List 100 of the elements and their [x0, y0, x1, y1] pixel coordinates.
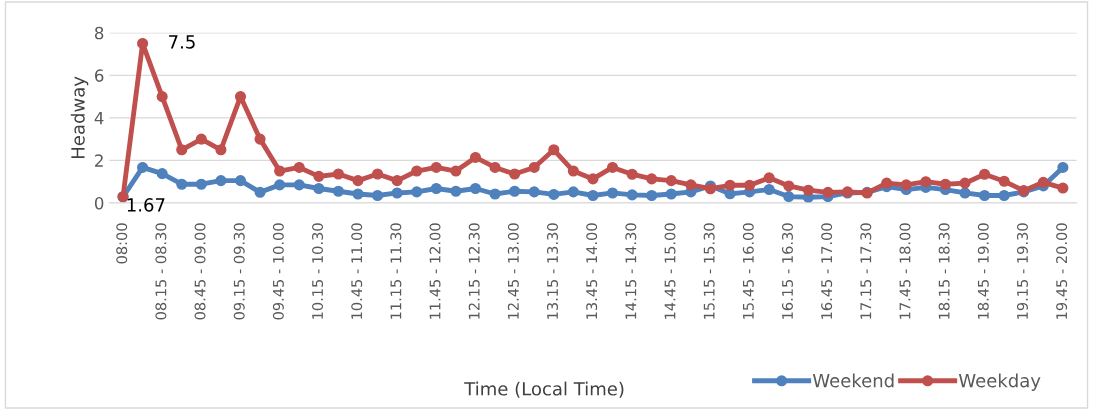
- x-tick-label: 16.45 - 17.00: [821, 223, 833, 319]
- point: [822, 186, 834, 198]
- point: [254, 186, 266, 198]
- point: [391, 175, 403, 187]
- x-tick-label: 18.15 - 18.30: [938, 223, 950, 319]
- point: [332, 168, 344, 180]
- x-tick-label: 16.15 - 16.30: [781, 223, 793, 319]
- point: [450, 185, 462, 197]
- point: [469, 151, 482, 163]
- x-tick-label: 08.45 - 09.00: [194, 223, 206, 320]
- x-tick-label: 12.45 - 13.00: [507, 223, 519, 319]
- point: [646, 189, 658, 202]
- point: [391, 187, 403, 199]
- point: [293, 179, 305, 191]
- y-tick-label: 8: [94, 26, 104, 40]
- point: [372, 189, 384, 202]
- point: [606, 187, 619, 199]
- point: [430, 161, 442, 173]
- legend-label: Weekday: [958, 373, 1041, 391]
- point: [509, 185, 521, 197]
- point: [215, 175, 227, 187]
- point: [489, 188, 501, 200]
- x-tick-label: 10.45 - 11.00: [351, 223, 363, 319]
- point: [411, 186, 423, 198]
- point: [665, 188, 677, 200]
- point: [215, 144, 227, 156]
- point: [313, 182, 325, 195]
- point: [469, 182, 482, 195]
- point: [313, 170, 325, 182]
- y-tick-label: 0: [94, 196, 104, 210]
- data-label: 7.5: [169, 35, 195, 49]
- x-tick-label: 09.15 - 09.30: [233, 223, 245, 320]
- point: [274, 165, 286, 177]
- x-tick-label: 19.45 - 20.00: [1056, 223, 1068, 319]
- point: [293, 161, 305, 173]
- x-tick-label: 15.15 - 15.30: [703, 223, 715, 319]
- point: [195, 133, 207, 145]
- point: [665, 175, 677, 187]
- point: [939, 178, 951, 190]
- point: [1037, 176, 1049, 188]
- point: [763, 183, 775, 196]
- point: [567, 186, 579, 198]
- point: [998, 175, 1010, 187]
- point: [274, 179, 286, 191]
- point: [176, 178, 188, 190]
- y-axis-title: Headway: [70, 76, 89, 158]
- point: [411, 165, 423, 177]
- point: [1057, 182, 1069, 194]
- annotation: 1.67: [127, 198, 165, 212]
- point: [430, 182, 442, 195]
- x-tick-label: 08.15 - 08.30: [155, 223, 167, 320]
- point: [528, 161, 540, 173]
- point: [959, 177, 971, 189]
- point: [626, 189, 638, 201]
- x-tick-label: 19.15 - 19.30: [1016, 223, 1028, 319]
- point: [254, 133, 266, 145]
- point: [881, 177, 893, 189]
- y-tick-label: 2: [95, 154, 103, 167]
- y-tick-label: 6: [95, 69, 104, 82]
- point: [548, 144, 560, 156]
- point: [176, 144, 188, 156]
- y-tick-label: 4: [94, 112, 104, 125]
- point: [372, 168, 384, 180]
- x-tick-label: 14.15 - 14.30: [625, 223, 637, 319]
- legend-label: Weekend: [812, 373, 894, 388]
- x-tick-label: 08:00: [116, 223, 128, 264]
- point: [606, 161, 619, 173]
- point: [567, 165, 579, 177]
- x-tick-label: 17.45 - 18.00: [899, 223, 911, 319]
- point: [489, 161, 501, 173]
- point: [802, 184, 814, 196]
- point: [234, 175, 247, 187]
- point: [920, 176, 932, 188]
- point: [959, 187, 971, 199]
- x-tick-label: 17.15 - 17.30: [860, 223, 872, 319]
- point: [548, 188, 560, 200]
- point: [626, 168, 638, 180]
- point: [998, 189, 1010, 202]
- point: [528, 186, 540, 198]
- point: [744, 179, 756, 191]
- x-tick-label: 13.15 - 13.30: [546, 223, 559, 319]
- point: [352, 188, 364, 200]
- x-tick-label: 14.45 - 15.00: [664, 223, 676, 319]
- point: [156, 168, 168, 180]
- point: [587, 173, 599, 185]
- point: [509, 168, 521, 180]
- x-axis-title: Time (Local Time): [464, 381, 624, 398]
- point: [763, 172, 775, 184]
- point: [646, 173, 658, 185]
- point: [900, 179, 912, 191]
- point: [685, 179, 697, 191]
- point: [587, 189, 599, 202]
- point: [979, 189, 991, 202]
- x-tick-label: 18.45 - 19.00: [977, 223, 989, 319]
- point: [332, 185, 344, 197]
- x-tick-label: 12.15 - 12.30: [468, 223, 480, 319]
- point: [1057, 161, 1069, 173]
- x-tick-label: 09.45 - 10.00: [272, 223, 284, 320]
- point: [156, 91, 168, 103]
- x-tick-label: 10.15 - 10.30: [312, 223, 324, 319]
